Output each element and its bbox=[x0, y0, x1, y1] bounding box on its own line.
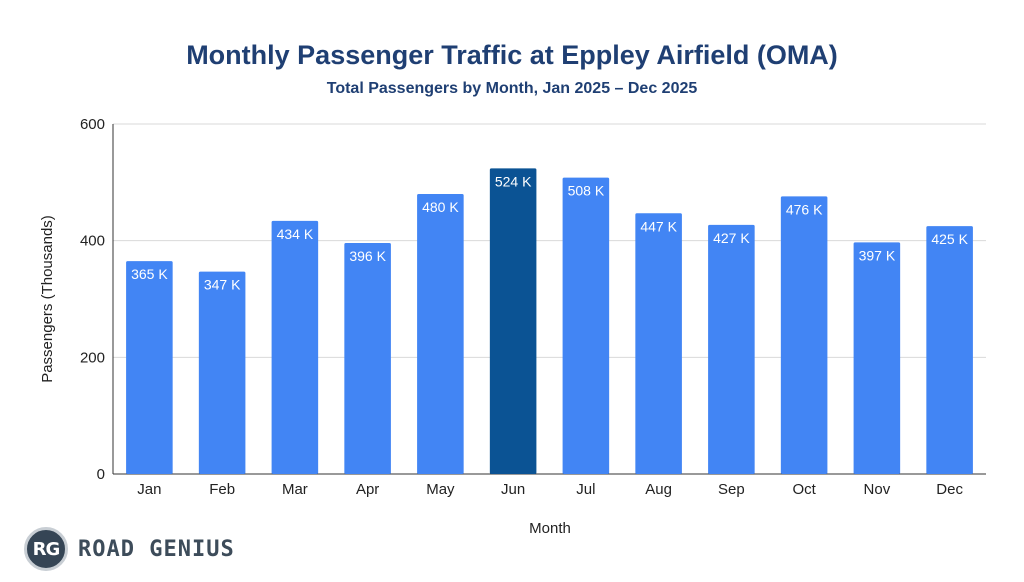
y-tick-label: 600 bbox=[80, 116, 105, 133]
x-tick-label: Jul bbox=[576, 481, 595, 498]
y-axis-title: Passengers (Thousands) bbox=[39, 215, 56, 383]
bar-value-label: 476 K bbox=[786, 201, 823, 217]
x-tick-label: Nov bbox=[864, 481, 891, 498]
logo-badge: RG bbox=[24, 527, 68, 571]
bar-may bbox=[417, 194, 464, 474]
chart-subtitle: Total Passengers by Month, Jan 2025 – De… bbox=[326, 80, 698, 97]
bar-value-label: 508 K bbox=[568, 183, 605, 199]
road-genius-logo: RG ROAD GENIUS bbox=[24, 527, 235, 571]
x-tick-label: May bbox=[426, 481, 455, 498]
x-tick-label: Sep bbox=[718, 481, 745, 498]
bar-value-label: 365 K bbox=[131, 266, 168, 282]
logo-badge-text: RG bbox=[32, 538, 61, 560]
x-tick-label: Apr bbox=[356, 481, 379, 498]
bar-sep bbox=[708, 224, 755, 474]
bar-value-label: 524 K bbox=[495, 173, 532, 189]
bar-value-label: 480 K bbox=[422, 199, 459, 215]
x-tick-label: Oct bbox=[792, 481, 816, 498]
x-tick-label: Jun bbox=[501, 481, 525, 498]
logo-wordmark: ROAD GENIUS bbox=[78, 536, 235, 562]
bar-oct bbox=[780, 196, 828, 475]
bar-value-label: 434 K bbox=[277, 226, 314, 242]
y-tick-label: 200 bbox=[80, 349, 105, 366]
bar-jul bbox=[562, 177, 610, 474]
x-tick-label: Dec bbox=[936, 481, 963, 498]
y-tick-label: 0 bbox=[97, 466, 105, 483]
bar-value-label: 427 K bbox=[713, 230, 750, 246]
bar-jan bbox=[126, 261, 173, 474]
x-axis-title: Month bbox=[529, 520, 571, 537]
chart-title: Monthly Passenger Traffic at Eppley Airf… bbox=[186, 40, 838, 70]
bar-value-label: 425 K bbox=[931, 231, 968, 247]
bar-mar bbox=[271, 220, 319, 474]
y-tick-label: 400 bbox=[80, 233, 105, 250]
x-tick-label: Mar bbox=[282, 481, 308, 498]
bar-feb bbox=[198, 271, 246, 474]
bar-value-label: 447 K bbox=[640, 218, 677, 234]
bar-value-label: 397 K bbox=[859, 247, 896, 263]
bar-nov bbox=[853, 242, 901, 474]
bar-apr bbox=[344, 243, 391, 474]
bar-value-label: 347 K bbox=[204, 277, 241, 293]
x-tick-label: Aug bbox=[645, 481, 672, 498]
bar-aug bbox=[635, 213, 682, 474]
bar-jun bbox=[489, 168, 537, 475]
bar-value-label: 396 K bbox=[349, 248, 386, 264]
x-tick-label: Jan bbox=[137, 481, 161, 498]
bar-dec bbox=[926, 226, 973, 474]
x-tick-label: Feb bbox=[209, 481, 235, 498]
